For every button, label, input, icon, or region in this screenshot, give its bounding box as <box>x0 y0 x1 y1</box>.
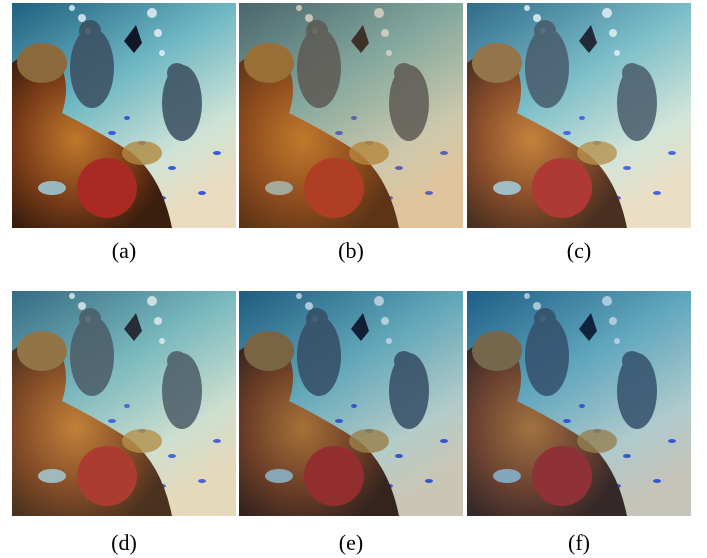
page: (a) (b) (c) (d) (e) (f) (() => { const d… <box>0 0 707 558</box>
panel-d <box>12 291 236 516</box>
caption: (c) <box>567 238 591 263</box>
panel-c <box>467 3 691 228</box>
panel-f <box>467 291 691 516</box>
caption: (a) <box>112 238 136 263</box>
panel-e <box>239 291 463 516</box>
image-tint <box>239 3 463 228</box>
caption: (f) <box>568 530 590 555</box>
image <box>12 3 236 228</box>
caption: (e) <box>339 530 363 555</box>
caption: (b) <box>338 238 364 263</box>
image-tint <box>12 291 236 516</box>
caption: (d) <box>111 530 137 555</box>
figure: (a) (b) (c) (d) (e) (f) <box>0 0 707 558</box>
panel-a <box>12 3 236 228</box>
image-tint <box>467 291 691 516</box>
image-tint <box>467 3 691 228</box>
panel-b <box>239 3 463 228</box>
image-tint <box>239 291 463 516</box>
